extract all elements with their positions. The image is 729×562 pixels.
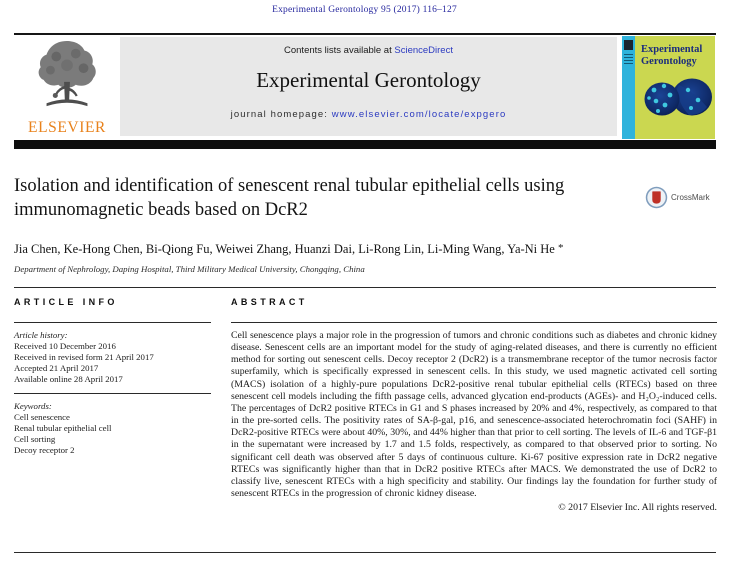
journal-title: Experimental Gerontology bbox=[256, 68, 481, 92]
crossmark-icon bbox=[645, 186, 668, 209]
article-info-section: ARTICLE INFO Article history: Received 1… bbox=[14, 297, 211, 456]
cover-strip-text-line bbox=[624, 60, 633, 61]
keyword-item: Decoy receptor 2 bbox=[14, 445, 75, 455]
divider bbox=[14, 287, 716, 288]
history-item: Available online 28 April 2017 bbox=[14, 374, 123, 384]
keyword-item: Cell senescence bbox=[14, 412, 70, 422]
elsevier-wordmark: ELSEVIER bbox=[28, 119, 106, 136]
cover-title-line1: Experimental bbox=[641, 44, 703, 55]
cover-title-line2: Gerontology bbox=[641, 55, 697, 67]
homepage-line: journal homepage: www.elsevier.com/locat… bbox=[120, 109, 617, 120]
divider bbox=[14, 322, 211, 323]
cover-strip-text-line bbox=[624, 63, 633, 64]
cover-strip-text-line bbox=[624, 57, 633, 58]
history-item: Received 10 December 2016 bbox=[14, 341, 116, 351]
abstract-heading: ABSTRACT bbox=[231, 297, 308, 307]
crossmark-label: CrossMark bbox=[671, 193, 710, 202]
cover-strip bbox=[622, 36, 635, 139]
author-names: Jia Chen, Ke-Hong Chen, Bi-Qiong Fu, Wei… bbox=[14, 242, 555, 256]
cover-cell-images-icon bbox=[644, 78, 712, 116]
journal-banner: Contents lists available at ScienceDirec… bbox=[120, 37, 617, 136]
cover-strip-text-line bbox=[624, 54, 633, 55]
page-citation: Experimental Gerontology 95 (2017) 116–1… bbox=[272, 5, 457, 15]
history-item: Received in revised form 21 April 2017 bbox=[14, 352, 154, 362]
elsevier-logo[interactable]: ELSEVIER bbox=[16, 39, 118, 137]
sciencedirect-link[interactable]: ScienceDirect bbox=[394, 45, 453, 56]
elsevier-tree-icon bbox=[38, 40, 96, 107]
author-list: Jia Chen, Ke-Hong Chen, Bi-Qiong Fu, Wei… bbox=[14, 242, 563, 257]
history-item: Accepted 21 April 2017 bbox=[14, 363, 99, 373]
divider bbox=[231, 322, 717, 323]
divider bbox=[14, 393, 211, 394]
corresponding-author-mark[interactable]: * bbox=[557, 242, 564, 254]
journal-homepage-link[interactable]: www.elsevier.com/locate/expgero bbox=[331, 109, 507, 120]
header-bar bbox=[14, 140, 716, 149]
copyright-line: © 2017 Elsevier Inc. All rights reserved… bbox=[558, 502, 717, 514]
contents-line: Contents lists available at ScienceDirec… bbox=[120, 45, 617, 56]
affiliation: Department of Nephrology, Daping Hospita… bbox=[14, 264, 365, 274]
cover-mini-logo-icon bbox=[624, 40, 633, 50]
bottom-rule bbox=[14, 552, 716, 553]
abstract-text: Cell senescence plays a major role in th… bbox=[231, 330, 717, 500]
header-top-rule bbox=[14, 33, 716, 35]
keyword-item: Renal tubular epithelial cell bbox=[14, 423, 112, 433]
journal-cover[interactable]: Experimental Gerontology bbox=[622, 36, 715, 139]
keywords-label: Keywords: bbox=[14, 401, 52, 411]
article-info-heading: ARTICLE INFO bbox=[14, 297, 118, 307]
homepage-label: journal homepage: bbox=[230, 109, 332, 120]
article-title: Isolation and identification of senescen… bbox=[14, 176, 565, 220]
keyword-item: Cell sorting bbox=[14, 434, 56, 444]
abstract-section: ABSTRACT Cell senescence plays a major r… bbox=[231, 297, 717, 513]
crossmark-badge[interactable]: CrossMark bbox=[645, 186, 710, 209]
article-history-label: Article history: bbox=[14, 330, 68, 340]
cover-title: Experimental Gerontology bbox=[641, 44, 702, 67]
contents-text: Contents lists available at bbox=[284, 45, 395, 56]
